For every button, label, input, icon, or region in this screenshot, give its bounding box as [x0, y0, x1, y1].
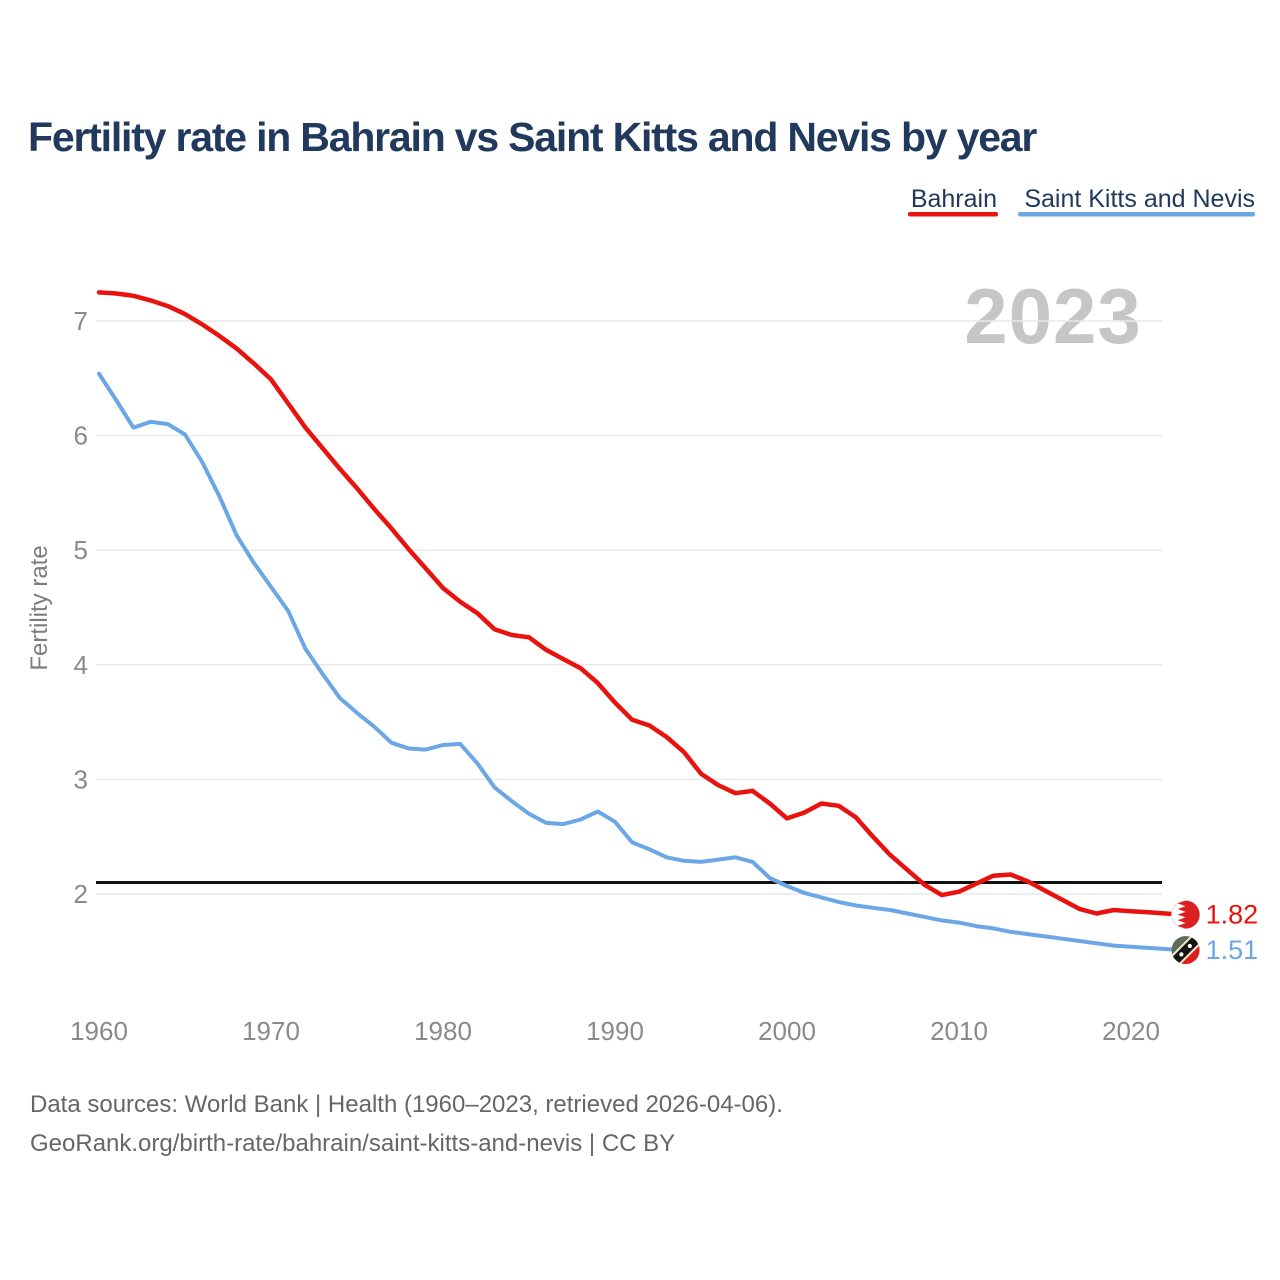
- saint-kitts-and-nevis-flag-icon: [1171, 936, 1200, 965]
- bahrain-end-value: 1.82: [1206, 900, 1259, 930]
- y-axis-title: Fertility rate: [26, 545, 53, 670]
- x-tick-label: 1990: [586, 1016, 644, 1046]
- y-tick-label: 7: [74, 306, 88, 336]
- y-tick-label: 2: [74, 879, 88, 909]
- saint-kitts-end-value: 1.51: [1206, 935, 1259, 965]
- watermark-year: 2023: [964, 272, 1142, 360]
- footer-data-sources: Data sources: World Bank | Health (1960–…: [30, 1091, 783, 1118]
- line-saint-kitts-and-nevis: [97, 371, 1185, 953]
- y-tick-label: 3: [74, 764, 88, 794]
- line-bahrain: [96, 290, 1185, 917]
- y-tick-label: 4: [74, 650, 88, 680]
- x-tick-label: 1970: [242, 1016, 300, 1046]
- x-tick-label: 1960: [70, 1016, 128, 1046]
- gridlines: [96, 320, 1162, 895]
- legend-underline-saint-kitts: [1018, 212, 1255, 217]
- x-tick-label: 2020: [1102, 1016, 1160, 1046]
- y-tick-labels: 2 3 4 5 6 7: [74, 306, 88, 909]
- y-tick-label: 5: [74, 535, 88, 565]
- legend-item-saint-kitts[interactable]: Saint Kitts and Nevis: [1024, 185, 1255, 213]
- x-tick-label: 1980: [414, 1016, 472, 1046]
- y-tick-label: 6: [74, 421, 88, 451]
- x-tick-label: 2010: [930, 1016, 988, 1046]
- legend-item-bahrain[interactable]: Bahrain: [911, 185, 997, 213]
- bahrain-flag-icon: [1171, 900, 1201, 930]
- footer-attribution[interactable]: GeoRank.org/birth-rate/bahrain/saint-kit…: [30, 1130, 675, 1157]
- x-tick-label: 2000: [758, 1016, 816, 1046]
- legend-underline-bahrain: [908, 212, 998, 217]
- x-tick-labels: 1960 1970 1980 1990 2000 2010 2020: [70, 1016, 1160, 1046]
- legend: Bahrain Saint Kitts and Nevis: [908, 185, 1255, 217]
- page-title: Fertility rate in Bahrain vs Saint Kitts…: [28, 114, 1037, 160]
